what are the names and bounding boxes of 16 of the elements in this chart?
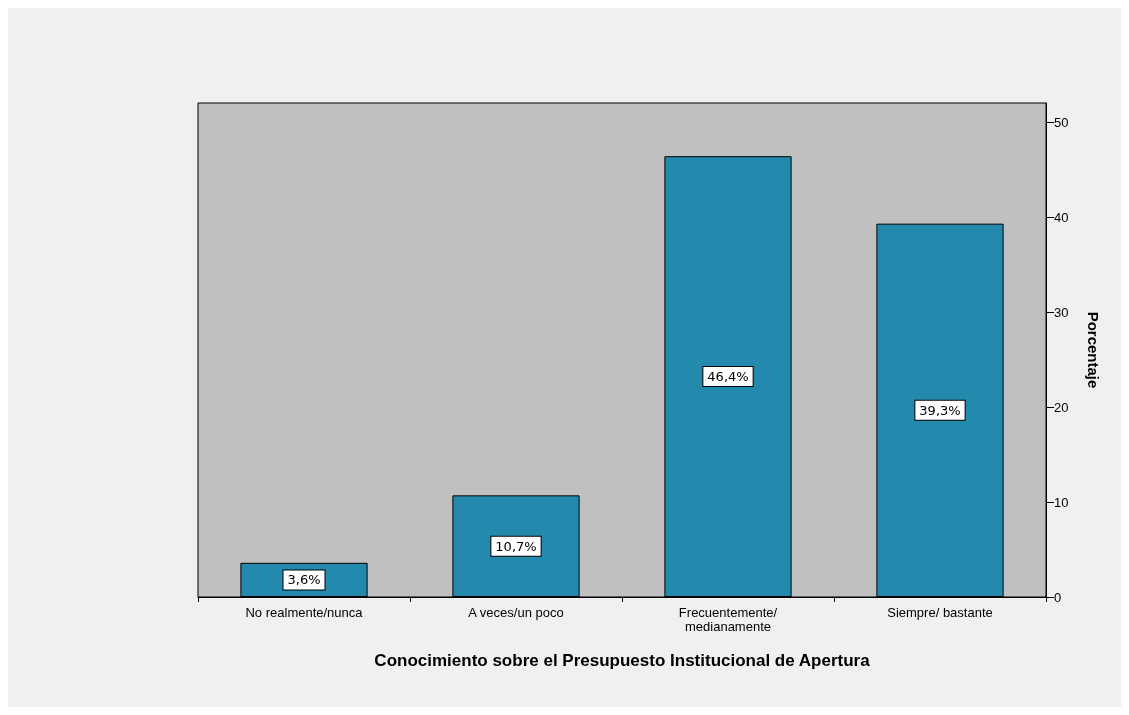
data-label: 10,7%	[495, 538, 537, 554]
y-axis-title: Porcentaje	[1085, 311, 1102, 389]
y-tick-label: 30	[1054, 304, 1069, 320]
y-tick-label: 0	[1054, 589, 1062, 605]
data-label: 39,3%	[919, 402, 961, 418]
x-tick-label: Frecuentemente/ medianamente	[678, 604, 778, 634]
y-tick-label: 20	[1054, 399, 1069, 415]
x-tick-label: A veces/un poco	[468, 604, 564, 620]
x-axis-title: Conocimiento sobre el Presupuesto Institucional de Apertura	[374, 651, 871, 670]
y-tick-label: 40	[1054, 209, 1069, 225]
x-tick-label: Siempre/ bastante	[887, 604, 993, 620]
y-tick-label: 50	[1054, 114, 1069, 130]
data-label: 3,6%	[287, 572, 321, 588]
x-tick-label: No realmente/nunca	[245, 604, 364, 620]
y-tick-label: 10	[1054, 494, 1069, 510]
data-label: 46,4%	[707, 369, 749, 385]
